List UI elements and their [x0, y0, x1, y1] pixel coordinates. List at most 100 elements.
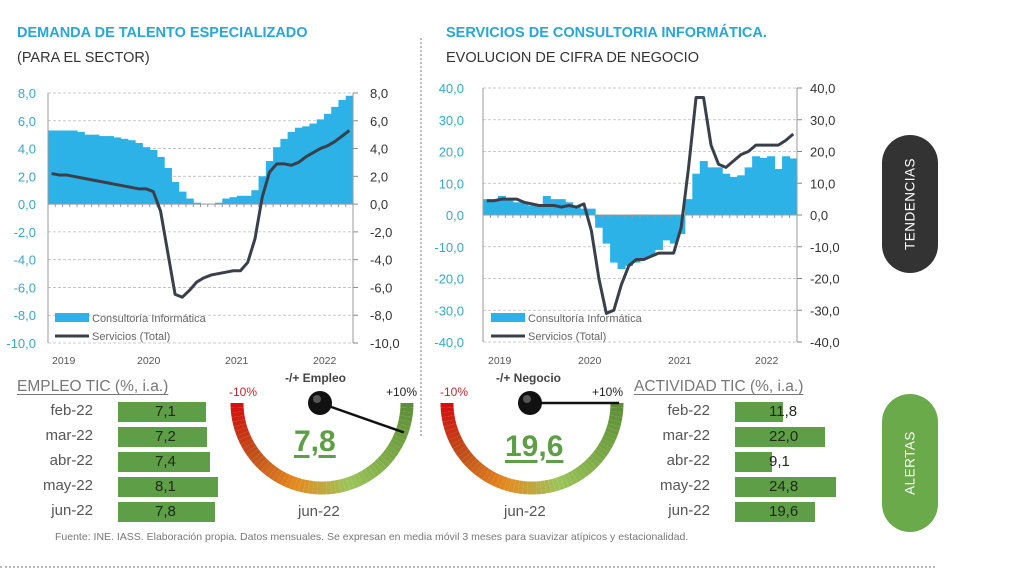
bar-consultoria [744, 167, 753, 215]
gauge-arc-segment [330, 480, 337, 494]
y-tick-label: 30,0 [439, 113, 464, 128]
gauge-arc-segment [374, 458, 387, 471]
bar-consultoria [707, 167, 716, 215]
empleo-row-bar [118, 427, 208, 447]
gauge-arc-segment [494, 474, 504, 489]
y-tick-label: 0,0 [18, 197, 36, 212]
actividad-row-bar [735, 427, 825, 447]
bar-consultoria [617, 215, 626, 269]
empleo-gauge-value: 7,8 [294, 425, 336, 458]
bar-consultoria [572, 205, 581, 215]
y-tick-label: 40,0 [439, 81, 464, 96]
gauge-arc-segment [556, 476, 565, 491]
gauge-arc-segment [302, 479, 310, 494]
gauge-arc-segment [334, 479, 342, 494]
gauge-arc-segment [377, 455, 390, 468]
y-tick-label: -10,0 [434, 240, 464, 255]
bar-consultoria [287, 131, 296, 205]
bar-consultoria [789, 158, 798, 215]
y2-tick-label: -2,0 [370, 225, 392, 240]
y2-tick-label: 20,0 [810, 145, 835, 160]
gauge-arc-segment [260, 461, 273, 475]
gauge-arc-segment [242, 442, 257, 453]
actividad-table-heading: ACTIVIDAD TIC (%, i.a.) [634, 378, 804, 395]
y-tick-label: 6,0 [18, 114, 36, 129]
y-tick-label: 2,0 [18, 169, 36, 184]
empleo-row-value: 7,8 [155, 503, 176, 520]
tendencias-button[interactable]: TENDENCIAS [882, 135, 938, 273]
bar-consultoria [505, 199, 514, 215]
bar-consultoria [737, 175, 746, 215]
actividad-row-value: 11,8 [769, 403, 798, 420]
x-tick-label: 2020 [137, 355, 161, 367]
gauge-arc-segment [587, 455, 600, 468]
bar-consultoria [338, 99, 347, 205]
gauge-arc-segment [353, 472, 364, 487]
gauge-arc-segment [338, 478, 346, 493]
bar-consultoria [120, 138, 129, 205]
gauge-arc-segment [552, 477, 561, 492]
bar-consultoria [550, 199, 559, 215]
source-footnote: Fuente: INE. IASS. Elaboración propia. D… [55, 531, 689, 543]
bar-consultoria [602, 215, 611, 244]
gauge-arc-segment [609, 411, 623, 418]
y2-tick-label: -10,0 [810, 240, 840, 255]
empleo-table-heading: EMPLEO TIC (%, i.a.) [17, 378, 169, 395]
bar-consultoria [662, 215, 671, 241]
y-tick-label: 0,0 [446, 208, 464, 223]
gauge-arc-segment [346, 476, 355, 491]
gauge-arc-segment [342, 477, 351, 492]
bottom-divider [0, 566, 935, 568]
actividad-row-label: mar-22 [662, 427, 710, 444]
y-tick-label: 20,0 [439, 145, 464, 160]
empleo-row-value: 7,2 [155, 428, 176, 445]
bar-consultoria [752, 156, 761, 215]
gauge-arc-segment [450, 438, 465, 449]
gauge-arc-segment [442, 419, 457, 427]
actividad-row-bar [735, 477, 836, 497]
gauge-arc-segment [382, 449, 397, 461]
gauge-arc-segment [455, 445, 469, 457]
bar-consultoria [714, 167, 723, 215]
gauge-arc-segment [240, 438, 255, 449]
y-tick-label: -6,0 [14, 280, 36, 295]
actividad-row-label: may-22 [659, 477, 710, 494]
x-tick-label: 2022 [755, 355, 779, 367]
bar-consultoria [244, 195, 252, 205]
gauge-knob [518, 391, 542, 415]
gauge-arc-segment [391, 434, 406, 445]
legend-swatch-consultoria [55, 313, 89, 322]
y-tick-label: -40,0 [434, 335, 464, 350]
x-tick-label: 2021 [668, 355, 692, 367]
empleo-row-label: abr-22 [49, 452, 93, 469]
bar-consultoria [632, 215, 641, 263]
bar-consultoria [77, 131, 85, 205]
gauge-arc-segment [280, 472, 291, 487]
gauge-arc-segment [606, 423, 621, 432]
gauge-arc-segment [605, 427, 620, 436]
gauge-arc-segment [387, 442, 402, 453]
y-tick-label: -10,0 [6, 336, 36, 351]
gauge-arc-segment [517, 480, 524, 494]
gauge-arc-segment [380, 452, 394, 465]
alertas-button[interactable]: ALERTAS [882, 394, 938, 532]
gauge-arc-segment [478, 466, 490, 480]
gauge-arc-segment [289, 476, 298, 491]
actividad-row-label: jun-22 [668, 502, 710, 519]
gauge-arc-segment [592, 449, 607, 461]
gauge-arc-segment [444, 427, 459, 436]
negocio-gauge-max: +10% [592, 385, 624, 399]
legend-label-consultoria: Consultoría Informática [528, 313, 643, 325]
actividad-row-value: 9,1 [769, 453, 790, 470]
gauge-arc-segment [398, 415, 413, 423]
gauge-arc-segment [601, 434, 616, 445]
bar-consultoria [520, 202, 529, 215]
empleo-gauge-caption: -/+ Empleo [285, 371, 347, 385]
x-tick-label: 2019 [52, 355, 76, 367]
gauge-arc-segment [607, 419, 622, 427]
bar-consultoria [782, 156, 791, 215]
bar-consultoria [178, 191, 187, 205]
gauge-needle [319, 401, 405, 434]
empleo-row-label: mar-22 [45, 427, 93, 444]
gauge-arc-segment [571, 468, 582, 483]
